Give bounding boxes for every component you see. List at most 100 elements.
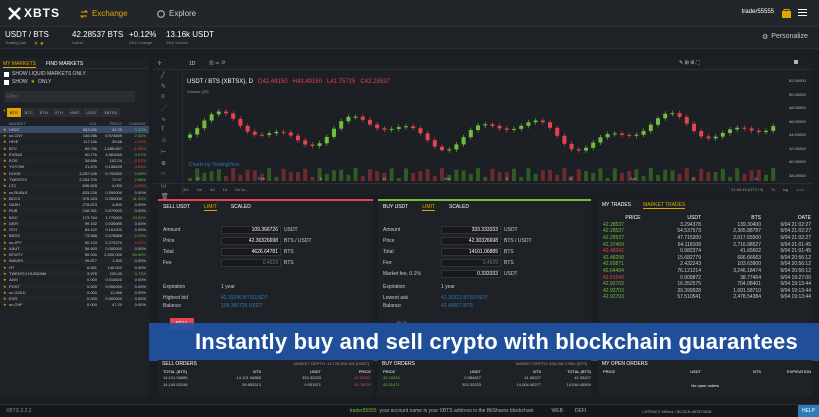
market-row[interactable]: ★ EOS 38.69k 102.24 -2.57% (0, 157, 149, 164)
star-icon[interactable]: ★ (3, 189, 7, 195)
help-button[interactable]: HELP (797, 405, 819, 417)
chip-bts[interactable]: BTS (6, 108, 21, 117)
chip-btc[interactable]: BTC (21, 108, 36, 117)
col-price[interactable]: PRICE (109, 120, 122, 126)
star-icon[interactable]: ★ (3, 214, 7, 220)
brush-tool-icon[interactable]: ∿ (161, 117, 167, 123)
tab-sell-scaled[interactable]: SCALED (230, 204, 251, 210)
market-row[interactable]: ★ BTC 89.70k 1,585,667 -1.55% (0, 145, 149, 152)
tab-buy-scaled[interactable]: SCALED (448, 204, 469, 210)
trash-tool-icon[interactable]: 🗑 (161, 194, 169, 200)
add-chip-icon[interactable]: + (3, 108, 6, 114)
swap-icon[interactable]: ✕ ★ (34, 41, 45, 47)
status-user[interactable]: trader55555 (349, 408, 377, 414)
brand-logo[interactable]: XBTS (8, 6, 60, 20)
draw-tools-icon[interactable]: ✎ ⊞ ⚙ ⛶ (679, 60, 700, 66)
text-tool-icon[interactable]: T (161, 127, 165, 133)
star-icon[interactable]: ★ (3, 233, 7, 239)
market-row[interactable]: ★ USDT 563.00k 42.29 0.12% (0, 126, 149, 133)
star-icon[interactable]: ★ (3, 126, 7, 132)
chip-eth[interactable]: ETH (36, 108, 51, 117)
chart-type-icon[interactable]: ▥ ⚌ ⚙ (209, 60, 226, 66)
zoom-tool-icon[interactable]: ⊕ (161, 161, 167, 167)
percent-scale-toggle[interactable]: % (771, 187, 775, 192)
star-icon[interactable]: ★ (3, 133, 7, 139)
personalize-button[interactable]: ⚙ Personalize (762, 33, 808, 41)
crosshair-icon[interactable]: ✛ (157, 61, 163, 67)
star-icon[interactable]: ★ (3, 258, 7, 264)
star-icon[interactable]: ★ (3, 145, 7, 151)
camera-icon[interactable]: ◙ (794, 59, 799, 66)
market-row[interactable]: ★ BCCX 376.343 0.250000 11.02% (0, 195, 149, 202)
tab-find-markets[interactable]: FIND MARKETS (45, 61, 84, 67)
star-icon[interactable]: ★ (3, 202, 7, 208)
star-icon[interactable]: ★ (3, 239, 7, 245)
buy-fee-unit[interactable]: BTS (504, 260, 514, 266)
star-icon[interactable]: ★ (3, 139, 7, 145)
market-row[interactable]: ★ DOGE 3,287.246 5.792653 0.99% (0, 170, 149, 177)
market-row[interactable]: ★ STH 83.422 0.161000 0.00% (0, 227, 149, 233)
defi-link[interactable]: DEFI (574, 408, 587, 414)
star-icon[interactable]: ★ (3, 158, 7, 164)
market-row[interactable]: ★ TWENTIX.HUSDMM 3.976 100.30 0.73% (0, 270, 149, 277)
buy-balance-link[interactable]: 42.49067 BTS (441, 303, 473, 309)
trading-pair[interactable]: USDT / BTS Trading pair (5, 30, 49, 45)
star-icon[interactable]: ★ (3, 245, 7, 251)
tab-market-trades[interactable]: MARKET TRADES (643, 202, 686, 209)
star-icon[interactable]: ★ (3, 195, 7, 201)
lock-tool-icon[interactable]: ⊡ (161, 183, 167, 189)
market-row[interactable]: ★ RUB 248.331 0.570000 0.00% (0, 207, 149, 214)
market-row[interactable]: ★ BTWTY 50.000 2,500,000 50.00% (0, 252, 149, 258)
star-icon[interactable]: ★ (3, 289, 7, 295)
trendline-tool-icon[interactable]: ╱ (161, 73, 165, 79)
market-row[interactable]: ★ EXR 0.000 0.000000 0.00% (0, 295, 149, 302)
sell-order-row[interactable]: 14,140.92158 39.853313 0.931571 42.78039 (158, 381, 373, 388)
range-1m[interactable]: 1m (196, 187, 203, 192)
range-3m[interactable]: 3m (183, 187, 189, 192)
star-icon[interactable]: ★ (3, 177, 7, 183)
star-icon[interactable]: ★ (3, 264, 7, 270)
col-vol[interactable]: VOL (88, 120, 97, 126)
star-icon[interactable]: ★ (3, 277, 7, 283)
star-icon[interactable]: ★ (3, 227, 7, 233)
sell-total-input[interactable]: 4626.64781 (221, 248, 281, 256)
auto-scale-toggle[interactable]: auto (796, 187, 804, 192)
star-icon[interactable]: ★ (3, 302, 7, 308)
star-icon[interactable]: ★ (3, 271, 7, 276)
measure-tool-icon[interactable]: ⊢ (161, 150, 167, 156)
star-icon[interactable]: ★ (3, 296, 7, 302)
col-change[interactable]: CHANGE (128, 120, 146, 126)
star-icon[interactable]: ★ (3, 170, 7, 176)
market-row[interactable]: ★ BGC 173.764 1.770000 10.62% (0, 214, 149, 220)
star-icon[interactable]: ★ (3, 208, 7, 214)
interval-selector[interactable]: 1D (189, 61, 196, 67)
market-row[interactable]: ★ sv-GOLD 0.000 11,986 0.00% (0, 289, 149, 295)
buy-price-input[interactable]: 42.30326698 (441, 237, 501, 245)
nav-explore[interactable]: Explore (157, 9, 196, 18)
lowest-ask-link[interactable]: 42.30321 BTS/USDT (441, 295, 488, 301)
show-starred-checkbox[interactable]: SHOW ★ ONLY (4, 79, 149, 85)
market-row[interactable]: ★ sv-JPY 60.133 0.270270 -5.47% (0, 239, 149, 245)
sell-order-row[interactable]: 14,101.06885 14,101.06885 333.33333 42.3032… (158, 375, 373, 382)
star-icon[interactable]: ★ (3, 183, 7, 189)
show-liquid-checkbox[interactable]: SHOW LIQUID MARKETS ONLY (4, 71, 149, 77)
price-chart[interactable]: ✛ 1D ▥ ⚌ ⚙ ✎ ⊞ ⚙ ⛶ ◙ ╱ ✎ ≡ ⋰ ∿ T ☺ ⊢ ⊕ ∩ ⊡ 🗑 USDT /… (153, 58, 812, 200)
lock-icon[interactable] (782, 8, 791, 18)
tab-my-trades[interactable]: MY TRADES (602, 202, 631, 208)
buy-amount-input[interactable]: 333.333333 (441, 226, 501, 234)
range-5d[interactable]: 5d (210, 187, 215, 192)
buy-total-input[interactable]: 14101.06885 (441, 248, 501, 256)
buy-order-row[interactable]: 42.19246 0.984827 41.55227 41.55227 (378, 375, 591, 382)
market-row[interactable]: ★ HIVE 117.10k 39.68 -2.20% (0, 139, 149, 145)
chip-xth[interactable]: XTH (51, 108, 66, 117)
sell-price-input[interactable]: 42.30326698 (221, 237, 281, 245)
market-row[interactable]: ★ EVRAZ 60.77k 4.581640 0.07% (0, 151, 149, 157)
sell-balance-link[interactable]: 109.366726 USDT (221, 303, 263, 309)
sell-amount-input[interactable]: 109.366726 (221, 226, 281, 234)
star-icon[interactable]: ★ (3, 164, 7, 170)
market-row[interactable]: ★ LTC 836.628 4,000 -0.05% (0, 182, 149, 189)
market-row[interactable]: ★ TWENTIX 2,263.709 72.97 2.86% (0, 176, 149, 182)
filter-input[interactable]: Filter (4, 91, 135, 102)
tab-sell-limit[interactable]: LIMIT (204, 204, 217, 211)
market-row[interactable]: ★ HT 6.551 140.000 0.00% (0, 264, 149, 270)
